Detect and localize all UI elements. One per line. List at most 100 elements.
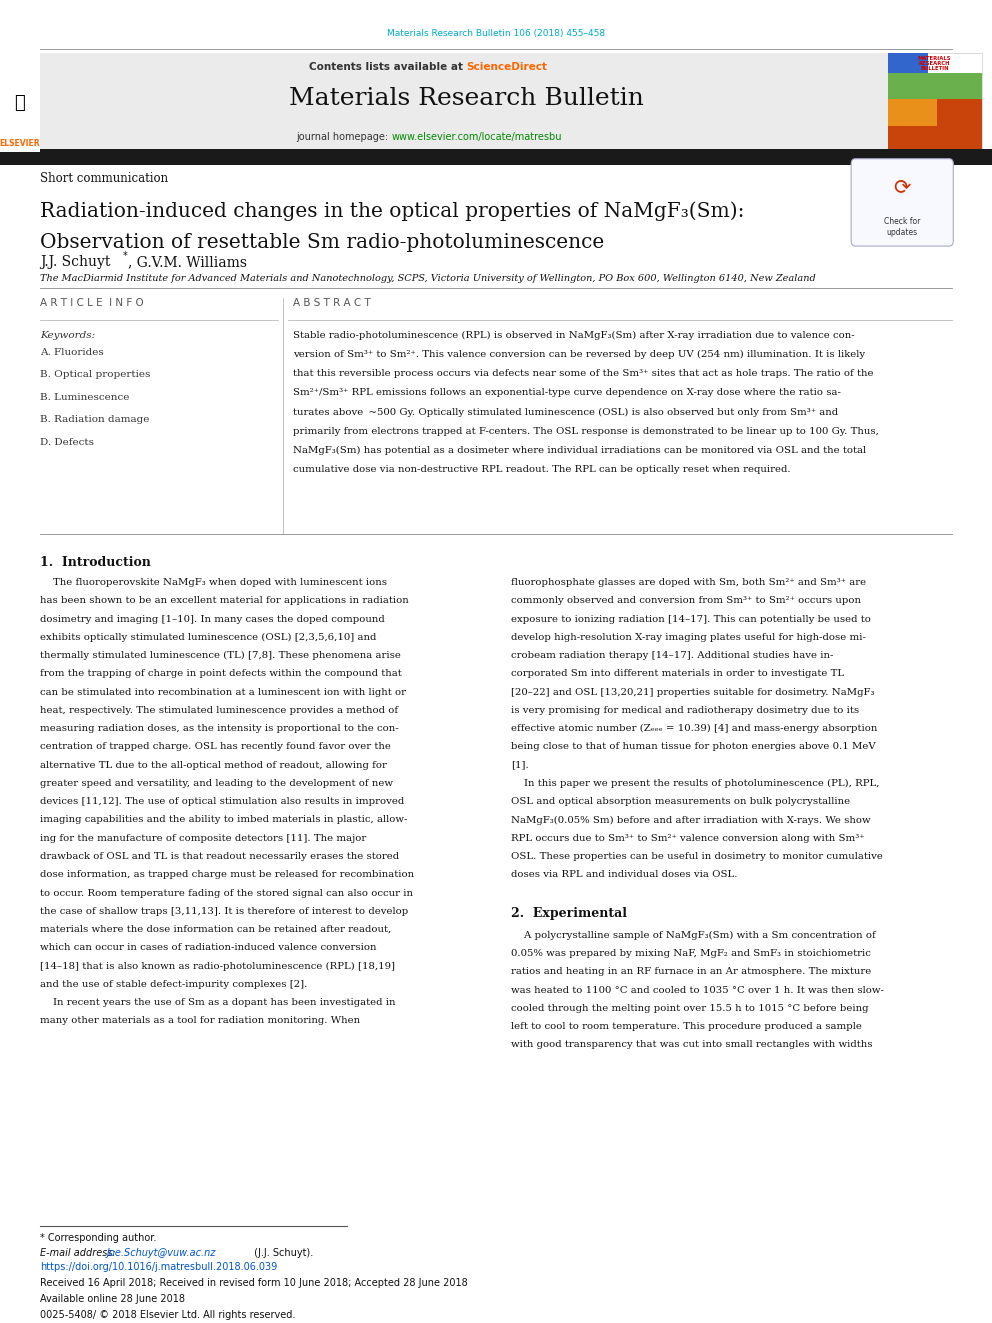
Text: A. Fluorides: A. Fluorides	[40, 348, 103, 357]
Text: which can occur in cases of radiation-induced valence conversion: which can occur in cases of radiation-in…	[40, 943, 376, 953]
Text: Available online 28 June 2018: Available online 28 June 2018	[40, 1294, 185, 1304]
Text: alternative TL due to the all-optical method of readout, allowing for: alternative TL due to the all-optical me…	[40, 761, 387, 770]
Text: Contents lists available at: Contents lists available at	[309, 62, 466, 73]
Text: [1].: [1].	[511, 761, 529, 770]
Text: cooled through the melting point over 15.5 h to 1015 °C before being: cooled through the melting point over 15…	[511, 1004, 868, 1013]
Text: * Corresponding author.: * Corresponding author.	[40, 1233, 156, 1244]
Text: centration of trapped charge. OSL has recently found favor over the: centration of trapped charge. OSL has re…	[40, 742, 391, 751]
Text: exposure to ionizing radiation [14–17]. This can potentially be used to: exposure to ionizing radiation [14–17]. …	[511, 615, 871, 623]
Text: effective atomic number (Zₑₑₑ = 10.39) [4] and mass-energy absorption: effective atomic number (Zₑₑₑ = 10.39) […	[511, 724, 877, 733]
Text: journal homepage:: journal homepage:	[297, 132, 392, 143]
Text: www.elsevier.com/locate/matresbu: www.elsevier.com/locate/matresbu	[392, 132, 562, 143]
Text: Stable radio-photoluminescence (RPL) is observed in NaMgF₃(Sm) after X-ray irrad: Stable radio-photoluminescence (RPL) is …	[293, 331, 854, 340]
Text: NaMgF₃(0.05% Sm) before and after irradiation with X-rays. We show: NaMgF₃(0.05% Sm) before and after irradi…	[511, 815, 871, 824]
Text: from the trapping of charge in point defects within the compound that: from the trapping of charge in point def…	[40, 669, 402, 679]
Text: Check for
updates: Check for updates	[884, 217, 920, 237]
Text: has been shown to be an excellent material for applications in radiation: has been shown to be an excellent materi…	[40, 597, 409, 606]
Text: crobeam radiation therapy [14–17]. Additional studies have in-: crobeam radiation therapy [14–17]. Addit…	[511, 651, 833, 660]
Text: fluorophosphate glasses are doped with Sm, both Sm²⁺ and Sm³⁺ are: fluorophosphate glasses are doped with S…	[511, 578, 866, 587]
Text: is very promising for medical and radiotherapy dosimetry due to its: is very promising for medical and radiot…	[511, 706, 859, 714]
Text: measuring radiation doses, as the intensity is proportional to the con-: measuring radiation doses, as the intens…	[40, 724, 399, 733]
Text: 0025-5408/ © 2018 Elsevier Ltd. All rights reserved.: 0025-5408/ © 2018 Elsevier Ltd. All righ…	[40, 1310, 295, 1320]
Text: that this reversible process occurs via defects near some of the Sm³⁺ sites that: that this reversible process occurs via …	[293, 369, 873, 378]
Bar	[0, 149, 992, 165]
Text: 2.  Experimental: 2. Experimental	[511, 908, 627, 919]
Bar	[40, 53, 888, 152]
Text: 1.  Introduction: 1. Introduction	[40, 556, 151, 569]
Text: ⟳: ⟳	[893, 177, 911, 197]
Text: Observation of resettable Sm radio-photoluminescence: Observation of resettable Sm radio-photo…	[40, 233, 604, 251]
Bar	[888, 53, 982, 152]
Text: NaMgF₃(Sm) has potential as a dosimeter where individual irradiations can be mon: NaMgF₃(Sm) has potential as a dosimeter …	[293, 446, 866, 455]
Text: In recent years the use of Sm as a dopant has been investigated in: In recent years the use of Sm as a dopan…	[40, 998, 395, 1007]
Text: The fluoroperovskite NaMgF₃ when doped with luminescent ions: The fluoroperovskite NaMgF₃ when doped w…	[40, 578, 387, 587]
Text: Joe.Schuyt@vuw.ac.nz: Joe.Schuyt@vuw.ac.nz	[106, 1248, 215, 1258]
Text: B. Optical properties: B. Optical properties	[40, 370, 150, 380]
Bar	[888, 73, 937, 126]
Text: , G.V.M. Williams: , G.V.M. Williams	[128, 255, 247, 270]
Text: A B S T R A C T: A B S T R A C T	[293, 298, 370, 308]
Text: left to cool to room temperature. This procedure produced a sample: left to cool to room temperature. This p…	[511, 1023, 862, 1031]
Text: Received 16 April 2018; Received in revised form 10 June 2018; Accepted 28 June : Received 16 April 2018; Received in revi…	[40, 1278, 467, 1289]
Bar	[888, 99, 982, 152]
Text: 0.05% was prepared by mixing NaF, MgF₂ and SmF₃ in stoichiometric: 0.05% was prepared by mixing NaF, MgF₂ a…	[511, 949, 871, 958]
Text: heat, respectively. The stimulated luminescence provides a method of: heat, respectively. The stimulated lumin…	[40, 706, 398, 714]
Text: materials where the dose information can be retained after readout,: materials where the dose information can…	[40, 925, 391, 934]
Bar	[888, 73, 982, 99]
Text: OSL. These properties can be useful in dosimetry to monitor cumulative: OSL. These properties can be useful in d…	[511, 852, 883, 861]
Text: Materials Research Bulletin: Materials Research Bulletin	[289, 87, 644, 110]
Text: was heated to 1100 °C and cooled to 1035 °C over 1 h. It was then slow-: was heated to 1100 °C and cooled to 1035…	[511, 986, 884, 995]
Text: 🌿: 🌿	[15, 94, 25, 112]
Text: greater speed and versatility, and leading to the development of new: greater speed and versatility, and leadi…	[40, 779, 393, 789]
Text: primarily from electrons trapped at F-centers. The OSL response is demonstrated : primarily from electrons trapped at F-ce…	[293, 426, 879, 435]
Text: ing for the manufacture of composite detectors [11]. The major: ing for the manufacture of composite det…	[40, 833, 366, 843]
Text: (J.J. Schuyt).: (J.J. Schuyt).	[251, 1248, 313, 1258]
Text: Short communication: Short communication	[40, 172, 168, 185]
Text: Radiation-induced changes in the optical properties of NaMgF₃(Sm):: Radiation-induced changes in the optical…	[40, 201, 744, 221]
Text: commonly observed and conversion from Sm³⁺ to Sm²⁺ occurs upon: commonly observed and conversion from Sm…	[511, 597, 861, 606]
Text: exhibits optically stimulated luminescence (OSL) [2,3,5,6,10] and: exhibits optically stimulated luminescen…	[40, 632, 376, 642]
Text: devices [11,12]. The use of optical stimulation also results in improved: devices [11,12]. The use of optical stim…	[40, 798, 404, 806]
Text: with good transparency that was cut into small rectangles with widths: with good transparency that was cut into…	[511, 1040, 872, 1049]
Text: https://doi.org/10.1016/j.matresbull.2018.06.039: https://doi.org/10.1016/j.matresbull.201…	[40, 1262, 277, 1273]
Text: thermally stimulated luminescence (TL) [7,8]. These phenomena arise: thermally stimulated luminescence (TL) […	[40, 651, 401, 660]
Text: develop high-resolution X-ray imaging plates useful for high-dose mi-: develop high-resolution X-ray imaging pl…	[511, 632, 866, 642]
Text: many other materials as a tool for radiation monitoring. When: many other materials as a tool for radia…	[40, 1016, 360, 1025]
Text: A polycrystalline sample of NaMgF₃(Sm) with a Sm concentration of: A polycrystalline sample of NaMgF₃(Sm) w…	[511, 931, 876, 939]
Text: doses via RPL and individual doses via OSL.: doses via RPL and individual doses via O…	[511, 871, 737, 880]
Text: The MacDiarmid Institute for Advanced Materials and Nanotechnology, SCPS, Victor: The MacDiarmid Institute for Advanced Ma…	[40, 274, 815, 283]
Text: imaging capabilities and the ability to imbed materials in plastic, allow-: imaging capabilities and the ability to …	[40, 815, 407, 824]
Text: E-mail address:: E-mail address:	[40, 1248, 119, 1258]
Text: OSL and optical absorption measurements on bulk polycrystalline: OSL and optical absorption measurements …	[511, 798, 850, 806]
Text: [14–18] that is also known as radio-photoluminescence (RPL) [18,19]: [14–18] that is also known as radio-phot…	[40, 962, 395, 971]
Text: to occur. Room temperature fading of the stored signal can also occur in: to occur. Room temperature fading of the…	[40, 889, 413, 897]
Text: In this paper we present the results of photoluminescence (PL), RPL,: In this paper we present the results of …	[511, 779, 879, 789]
Text: can be stimulated into recombination at a luminescent ion with light or: can be stimulated into recombination at …	[40, 688, 406, 697]
Text: A R T I C L E  I N F O: A R T I C L E I N F O	[40, 298, 144, 308]
Text: drawback of OSL and TL is that readout necessarily erases the stored: drawback of OSL and TL is that readout n…	[40, 852, 399, 861]
Text: and the use of stable defect-impurity complexes [2].: and the use of stable defect-impurity co…	[40, 980, 308, 988]
Bar	[0, 53, 40, 152]
Text: ELSEVIER: ELSEVIER	[0, 139, 40, 148]
Text: B. Radiation damage: B. Radiation damage	[40, 415, 149, 425]
Text: version of Sm³⁺ to Sm²⁺. This valence conversion can be reversed by deep UV (254: version of Sm³⁺ to Sm²⁺. This valence co…	[293, 349, 865, 359]
Text: being close to that of human tissue for photon energies above 0.1 MeV: being close to that of human tissue for …	[511, 742, 876, 751]
Text: Materials Research Bulletin 106 (2018) 455–458: Materials Research Bulletin 106 (2018) 4…	[387, 29, 605, 38]
Text: Keywords:: Keywords:	[40, 331, 95, 340]
Text: RPL occurs due to Sm³⁺ to Sm²⁺ valence conversion along with Sm³⁺: RPL occurs due to Sm³⁺ to Sm²⁺ valence c…	[511, 833, 864, 843]
Text: ratios and heating in an RF furnace in an Ar atmosphere. The mixture: ratios and heating in an RF furnace in a…	[511, 967, 871, 976]
Text: dosimetry and imaging [1–10]. In many cases the doped compound: dosimetry and imaging [1–10]. In many ca…	[40, 615, 385, 623]
Text: corporated Sm into different materials in order to investigate TL: corporated Sm into different materials i…	[511, 669, 844, 679]
Text: the case of shallow traps [3,11,13]. It is therefore of interest to develop: the case of shallow traps [3,11,13]. It …	[40, 906, 408, 916]
FancyBboxPatch shape	[851, 159, 953, 246]
Text: dose information, as trapped charge must be released for recombination: dose information, as trapped charge must…	[40, 871, 414, 880]
Text: B. Luminescence: B. Luminescence	[40, 393, 129, 402]
Text: J.J. Schuyt: J.J. Schuyt	[40, 255, 110, 270]
Text: MATERIALS
RESEARCH
BULLETIN: MATERIALS RESEARCH BULLETIN	[918, 56, 951, 71]
Text: *: *	[123, 251, 128, 262]
Bar	[888, 53, 928, 73]
Text: D. Defects: D. Defects	[40, 438, 93, 447]
Text: [20–22] and OSL [13,20,21] properties suitable for dosimetry. NaMgF₃: [20–22] and OSL [13,20,21] properties su…	[511, 688, 874, 697]
Text: Sm²⁺/Sm³⁺ RPL emissions follows an exponential-type curve dependence on X-ray do: Sm²⁺/Sm³⁺ RPL emissions follows an expon…	[293, 388, 840, 397]
Text: turates above  ~500 Gy. Optically stimulated luminescence (OSL) is also observed: turates above ~500 Gy. Optically stimula…	[293, 407, 838, 417]
